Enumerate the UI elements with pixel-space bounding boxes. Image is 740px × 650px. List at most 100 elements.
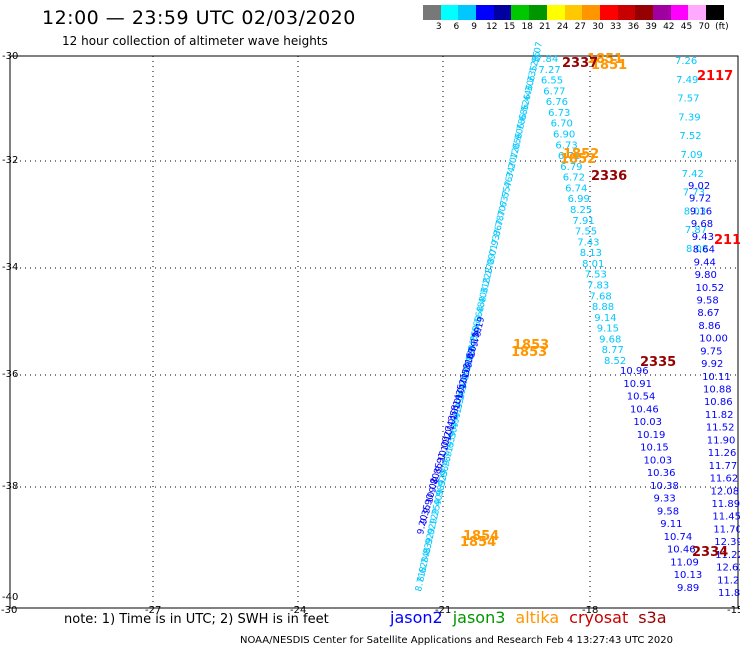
swh-value: 9.02	[688, 181, 710, 192]
swh-value: 9.19	[473, 316, 487, 338]
colorbar-swatch	[599, 5, 618, 20]
swh-value: 8.56	[472, 310, 486, 332]
swh-value: 8.13	[580, 248, 602, 259]
colorbar-swatch	[423, 5, 441, 20]
wave-height-colorbar	[423, 5, 724, 20]
swh-value: 7.26	[675, 56, 697, 67]
lon-label: -24	[290, 605, 306, 616]
pass-time: 1851	[591, 58, 627, 73]
swh-value: 9.33	[654, 494, 676, 505]
swh-value: 10.74	[664, 532, 693, 543]
swh-value: 6.07	[531, 41, 545, 63]
swh-value: 8.01	[486, 243, 500, 265]
swh-value: 12.39	[714, 537, 740, 548]
colorbar-swatch	[688, 5, 706, 20]
colorbar-label: 39	[645, 22, 657, 32]
swh-value: 9.63	[444, 436, 458, 458]
colorbar-swatch	[493, 5, 512, 20]
colorbar-swatch	[652, 5, 671, 20]
swh-value: 9.89	[464, 347, 478, 369]
swh-value: 9.68	[599, 334, 621, 345]
pass-time: 1853	[511, 345, 547, 360]
colorbar-swatch	[635, 5, 653, 20]
lat-label: -32	[2, 155, 18, 166]
lat-label: -34	[2, 262, 18, 273]
colorbar-label: 6	[453, 22, 460, 32]
swh-value: 10.52	[696, 283, 725, 294]
swh-value: 7.91	[572, 216, 594, 227]
swh-value: 8.09	[484, 253, 498, 275]
jason2-col2-track: 9.02 9.729.16 9.68 9.43 8.649.44 9.80 10.529.5…	[688, 181, 740, 599]
swh-value: 6.90	[512, 127, 526, 149]
swh-value: 6.73	[548, 108, 570, 119]
swh-value: 9.26	[455, 388, 469, 410]
swh-value: 10.03	[633, 417, 662, 428]
swh-value: 8.92	[463, 349, 477, 371]
colorbar-swatch	[529, 5, 547, 20]
colorbar-label: 30	[592, 22, 604, 32]
swh-value: 10.13	[674, 570, 703, 581]
swh-value: 10.46	[667, 545, 696, 556]
swh-value: 7.12	[508, 147, 522, 169]
colorbar-swatch	[617, 5, 636, 20]
swh-value: 9.11	[660, 519, 682, 530]
swh-value: 9.98	[433, 484, 447, 506]
swh-value: 6.68	[516, 108, 530, 130]
swh-value: 7.73	[683, 188, 705, 199]
swh-value: 8.22	[480, 272, 494, 294]
swh-value: 11.45	[712, 512, 740, 523]
lat-label: -40	[2, 592, 18, 603]
swh-value: 6.99	[568, 194, 590, 205]
map-subtitle: 12 hour collection of altimeter wave hei…	[62, 34, 328, 48]
swh-value: 10.86	[704, 397, 733, 408]
swh-value: 8.01	[582, 259, 604, 270]
swh-value: 9.85	[431, 462, 445, 484]
swh-value: 6.78	[514, 118, 528, 140]
swh-value: 7.86	[491, 224, 505, 246]
swh-value: 10.38	[650, 481, 679, 492]
swh-value: 9.72	[689, 194, 711, 205]
swh-value: 11.77	[709, 461, 738, 472]
lon-label: -21	[435, 605, 451, 616]
swh-value: 10.15	[640, 443, 669, 454]
swh-value: 7.55	[575, 227, 597, 238]
pass-time: 1851	[587, 52, 623, 67]
swh-value: 8.84	[465, 339, 479, 361]
swh-value: 11.89	[711, 499, 740, 510]
swh-value: 8.08	[686, 244, 708, 255]
longitude-labels: -30 -27 -24 -21 -18 -15	[1, 605, 740, 616]
swh-value: 9.02	[425, 523, 439, 545]
swh-value: 6.77	[543, 86, 565, 97]
swh-value: 11.70	[713, 524, 740, 535]
swh-value: 5.96	[529, 50, 543, 72]
swh-value: 11.90	[707, 435, 736, 446]
colorbar-label: 24	[556, 22, 569, 32]
colorbar-label: 45	[680, 22, 693, 32]
swh-value: 9.15	[597, 324, 619, 335]
swh-value: 7.52	[679, 131, 701, 142]
lon-label: -15	[727, 605, 740, 616]
swh-value: 12.08	[711, 486, 740, 497]
swh-value: 9.49	[448, 416, 462, 438]
swh-value: 7.78	[493, 214, 507, 236]
swh-value: 9.09	[459, 368, 473, 390]
swh-value: 6.74	[565, 183, 587, 194]
swh-value: 7.93	[489, 234, 503, 256]
colorbar-label: 9	[471, 22, 477, 32]
swh-value: 9.80	[428, 472, 442, 494]
map-frame	[9, 55, 739, 609]
pass-time: 2334	[692, 545, 728, 560]
swh-value: 8.83	[421, 542, 435, 564]
colorbar-swatch	[546, 5, 565, 20]
swh-value: 6.52	[518, 99, 532, 121]
swh-value: 9.01	[461, 359, 475, 381]
swh-value: 9.58	[657, 506, 679, 517]
swh-value: 6.79	[560, 162, 582, 173]
swh-value: 7.87	[685, 225, 707, 236]
colorbar-swatch	[476, 5, 494, 20]
colorbar-swatch	[458, 5, 477, 20]
legend-altika: altika	[515, 608, 560, 627]
swh-value: 9.12	[427, 513, 441, 535]
pass-time: 1854	[460, 535, 496, 550]
